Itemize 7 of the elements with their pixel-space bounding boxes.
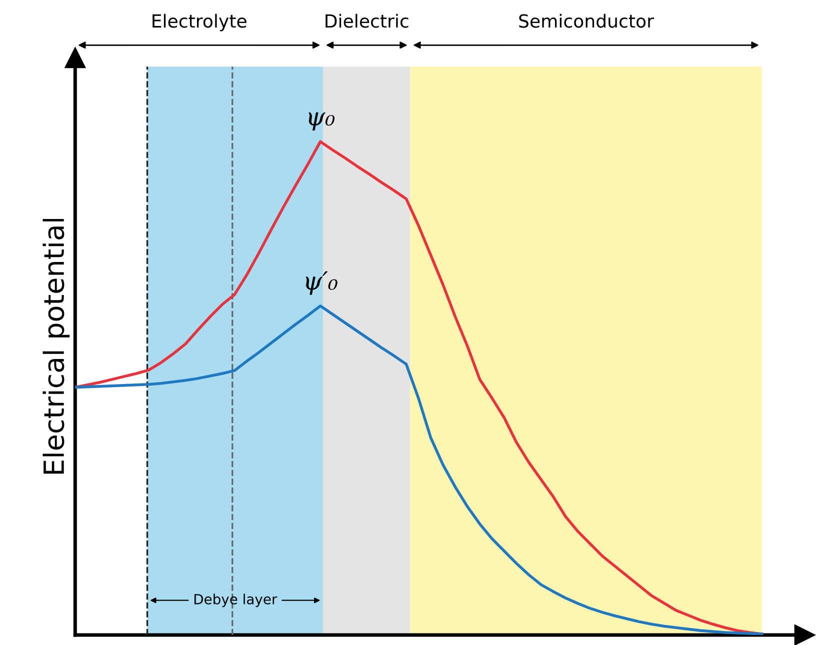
y-axis-title: Electrical potential [42, 218, 70, 474]
annotation: Debye layer [194, 594, 278, 608]
annotation: ψ′₀ [306, 271, 338, 295]
text: Electrolyte [152, 14, 246, 32]
text: ψ₀ [308, 112, 335, 130]
text: Semiconductor [519, 14, 654, 28]
text: Dielectric [326, 14, 408, 28]
